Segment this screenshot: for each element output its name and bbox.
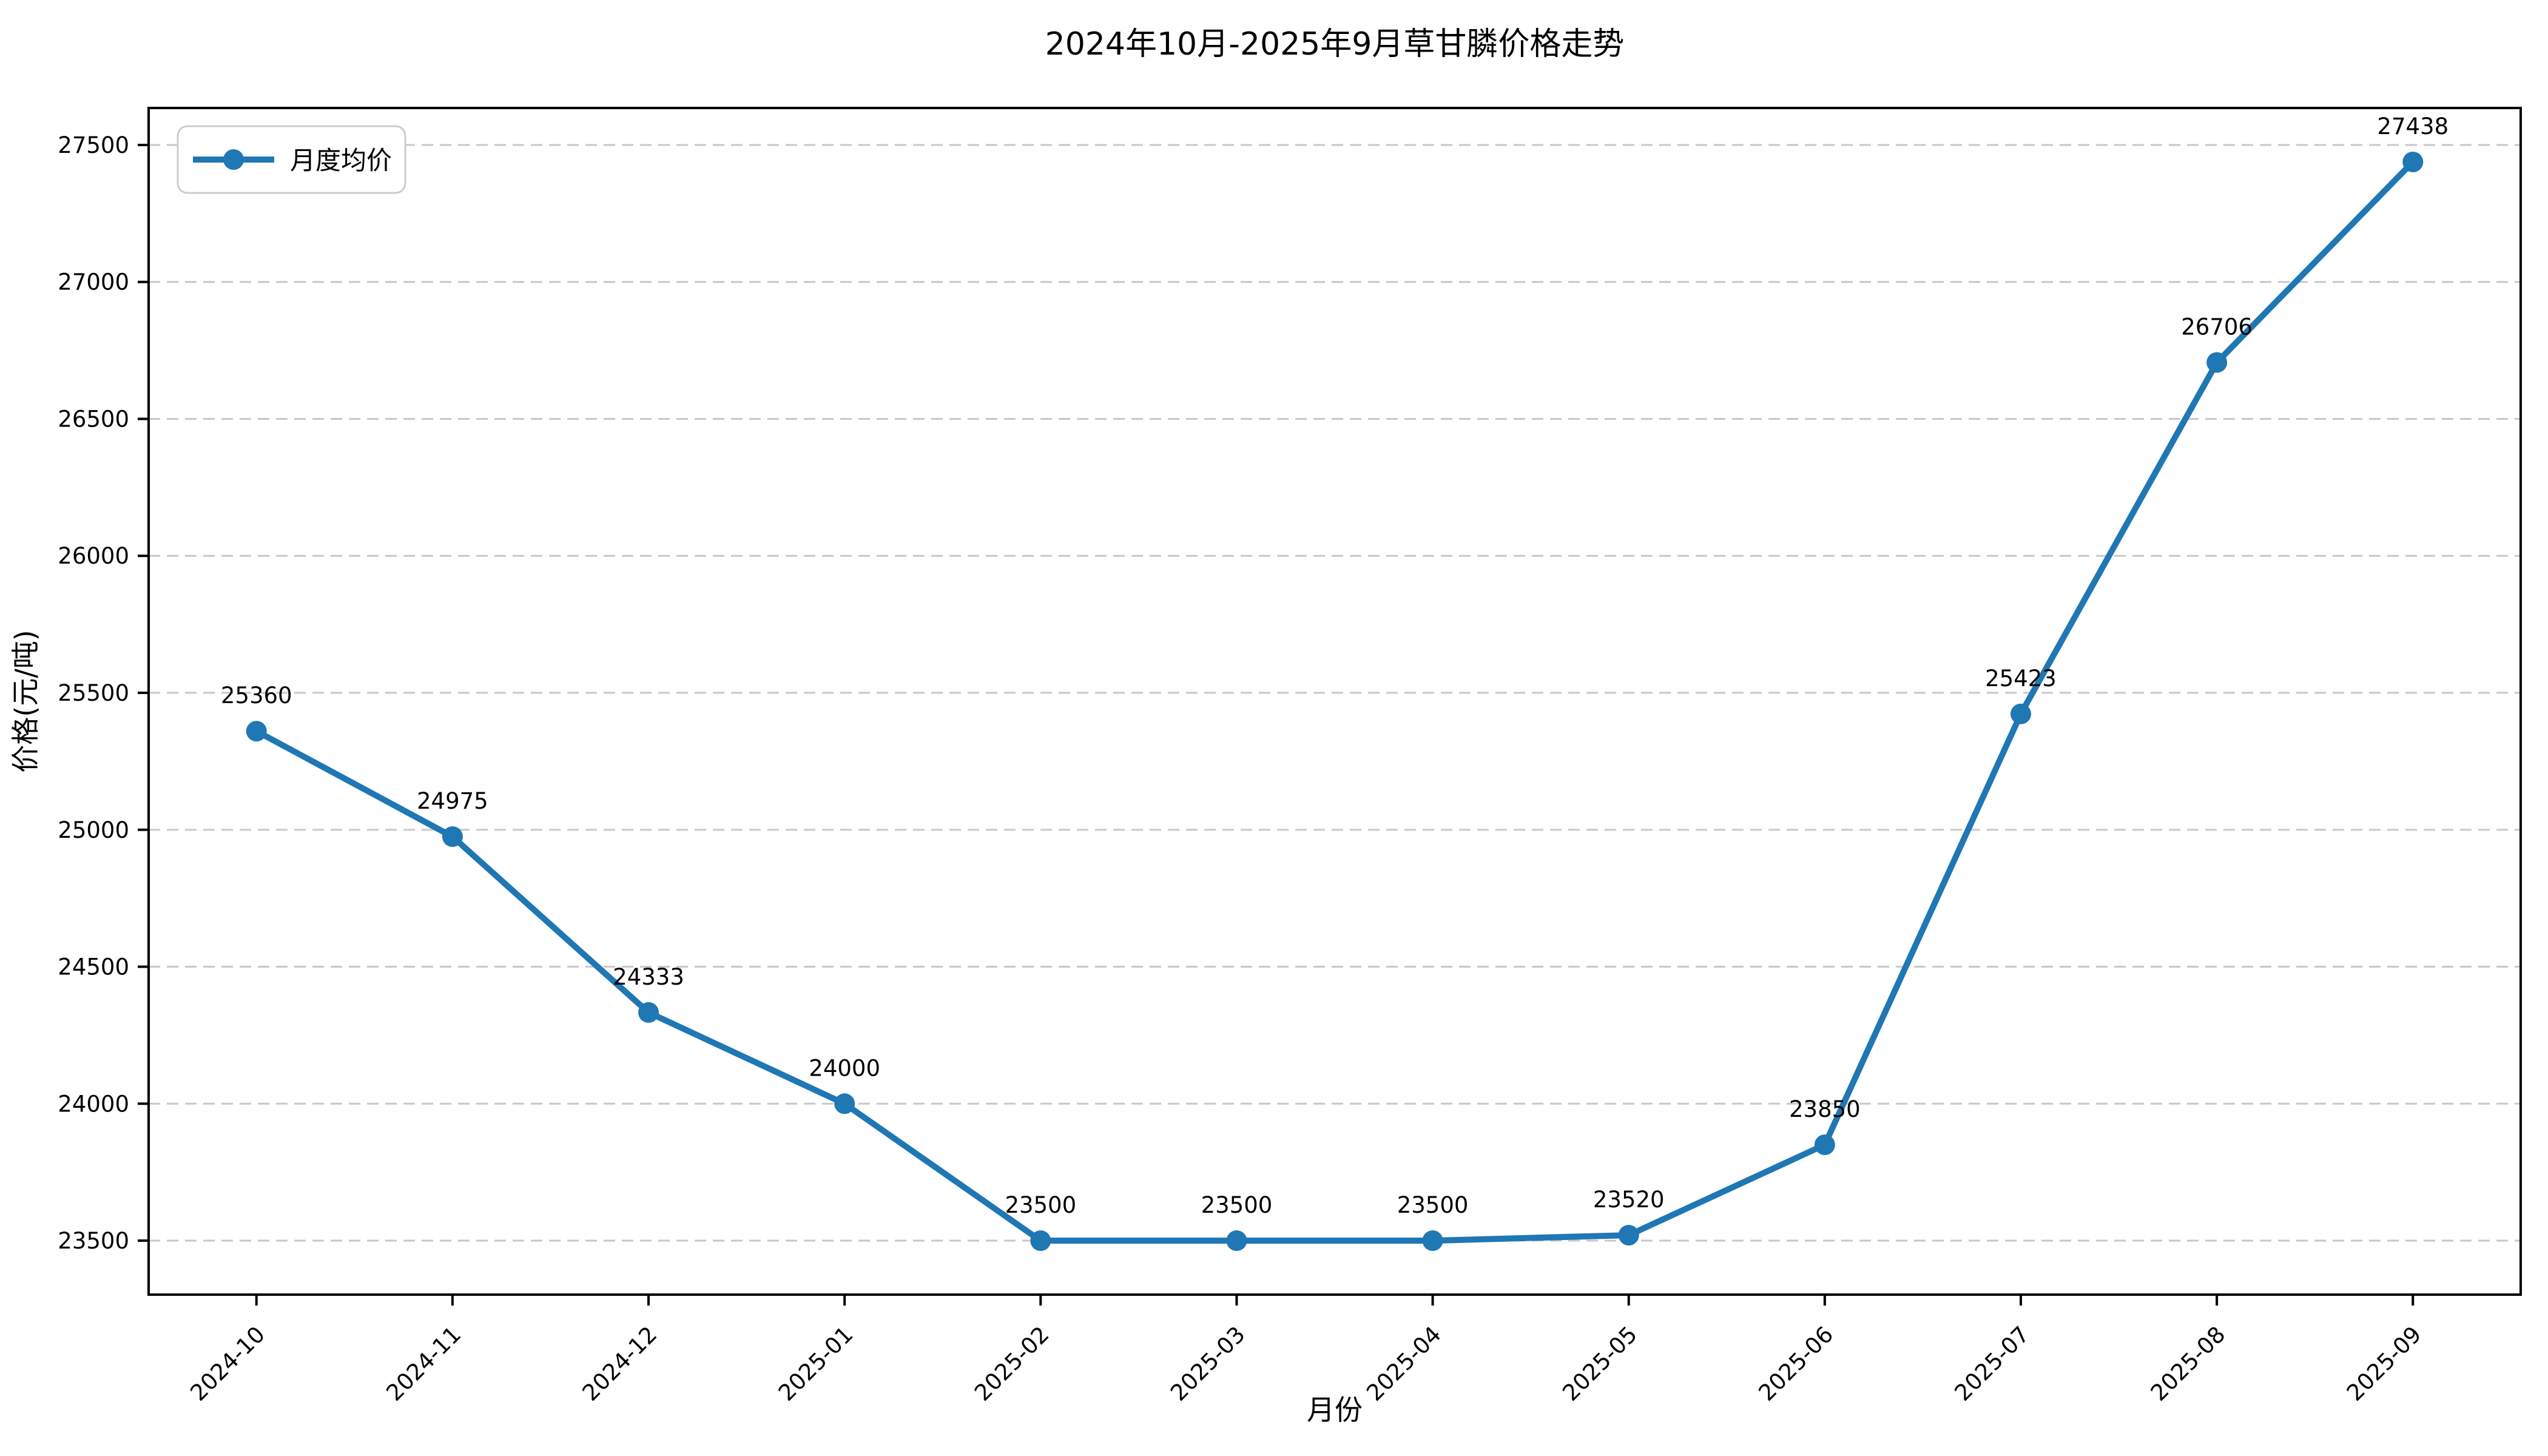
x-axis-ticks: 2024-10 2024-11 2024-12 2025-01 2025-02 2025-… bbox=[185, 1295, 2427, 1406]
data-point-label: 25423 bbox=[1985, 666, 2057, 692]
legend-marker-icon bbox=[223, 149, 244, 170]
x-tick-label: 2025-01 bbox=[774, 1321, 858, 1406]
x-tick-label: 2025-09 bbox=[2342, 1321, 2427, 1406]
x-tick-label: 2025-07 bbox=[1950, 1321, 2035, 1406]
y-tick-label: 23500 bbox=[58, 1228, 129, 1254]
x-axis-title: 月份 bbox=[1307, 1394, 1363, 1426]
gridlines bbox=[149, 144, 2521, 1242]
y-tick-label: 25500 bbox=[58, 680, 129, 706]
x-tick-label: 2025-02 bbox=[969, 1321, 1054, 1406]
y-tick-label: 27500 bbox=[58, 132, 129, 158]
data-point-label: 23500 bbox=[1005, 1192, 1076, 1218]
data-point-marker bbox=[1226, 1230, 1247, 1252]
x-tick-label: 2025-04 bbox=[1361, 1321, 1446, 1406]
data-point-label: 24975 bbox=[417, 788, 488, 814]
plot-border bbox=[147, 107, 2522, 1296]
x-tick-label: 2025-03 bbox=[1165, 1321, 1250, 1406]
x-tick-label: 2024-11 bbox=[382, 1321, 467, 1406]
x-tick-label: 2025-06 bbox=[1753, 1321, 1838, 1406]
data-point-marker bbox=[1618, 1225, 1639, 1246]
legend-frame bbox=[177, 125, 406, 194]
data-point-marker bbox=[1422, 1230, 1443, 1252]
chart-title: 2024年10月-2025年9月草甘膦价格走势 bbox=[1045, 26, 1625, 62]
data-point-label: 24333 bbox=[613, 964, 684, 990]
y-tick-label: 24500 bbox=[58, 954, 129, 980]
data-point-marker bbox=[2402, 151, 2424, 172]
data-point-marker bbox=[2010, 703, 2031, 724]
data-point-marker bbox=[834, 1093, 855, 1114]
data-point-label: 23850 bbox=[1789, 1096, 1861, 1122]
y-tick-label: 26500 bbox=[58, 406, 129, 432]
data-point-label: 24000 bbox=[809, 1055, 880, 1081]
data-point-marker bbox=[638, 1002, 659, 1023]
y-tick-label: 27000 bbox=[58, 269, 129, 295]
y-axis-ticks: 23500 24000 24500 25000 25500 26000 26500 27000… bbox=[58, 132, 149, 1254]
y-tick-label: 25000 bbox=[58, 817, 129, 843]
y-tick-label: 26000 bbox=[58, 543, 129, 569]
legend-series-label: 月度均价 bbox=[290, 146, 392, 175]
data-point-marker bbox=[1814, 1134, 1835, 1156]
data-point-label: 26706 bbox=[2181, 314, 2253, 340]
series-line bbox=[253, 158, 2416, 1244]
x-tick-label: 2025-08 bbox=[2146, 1321, 2231, 1406]
data-point-label: 23520 bbox=[1593, 1187, 1665, 1213]
data-point-label: 23500 bbox=[1201, 1192, 1273, 1218]
y-axis-title: 价格(元/吨) bbox=[9, 630, 42, 772]
data-point-label: 23500 bbox=[1397, 1192, 1469, 1218]
x-tick-label: 2024-10 bbox=[185, 1321, 270, 1406]
x-tick-label: 2024-12 bbox=[578, 1321, 662, 1406]
x-tick-label: 2025-05 bbox=[1557, 1321, 1642, 1406]
data-point-marker bbox=[442, 826, 463, 848]
data-point-label: 27438 bbox=[2377, 113, 2449, 140]
data-point-marker bbox=[246, 721, 267, 742]
data-point-marker bbox=[2206, 352, 2228, 373]
legend: 月度均价 bbox=[177, 125, 406, 194]
series-monthly-average: 25360 24975 24333 24000 23500 23500 23500 23520… bbox=[221, 113, 2449, 1252]
data-point-marker bbox=[1030, 1230, 1051, 1252]
data-point-label: 25360 bbox=[221, 682, 292, 709]
y-tick-label: 24000 bbox=[58, 1091, 129, 1117]
